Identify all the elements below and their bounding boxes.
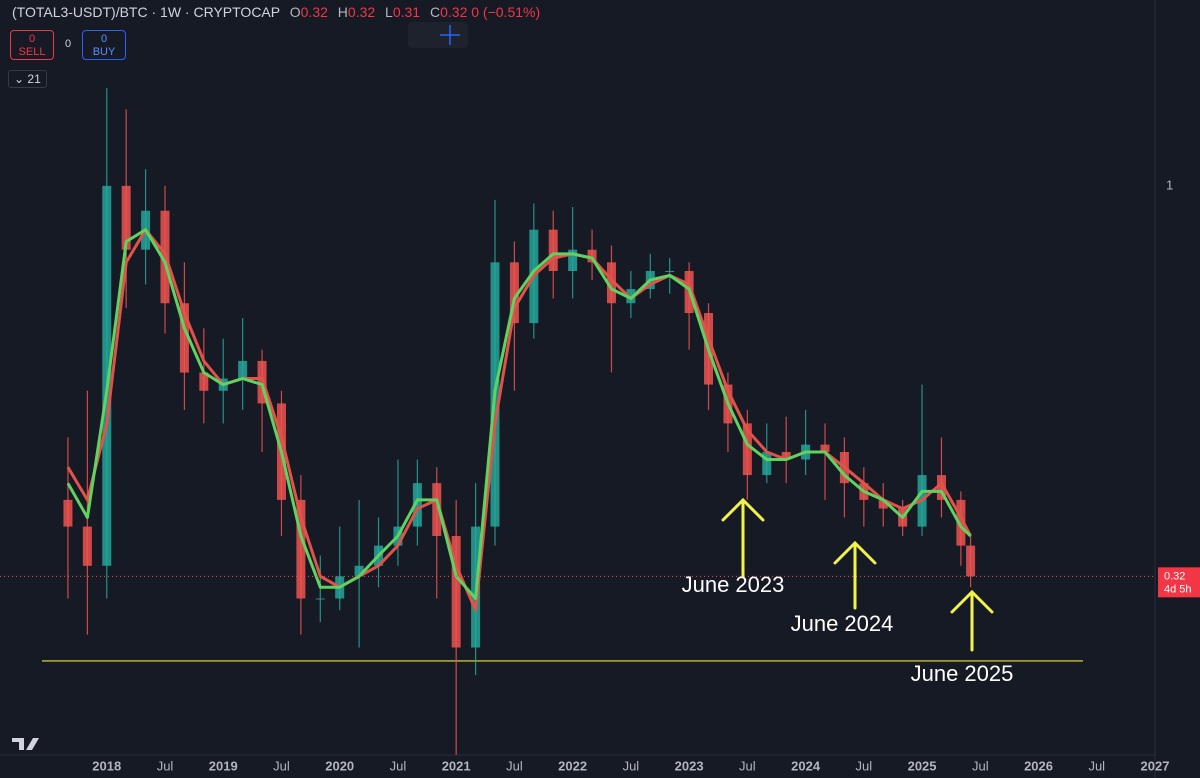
x-tick-label: Jul [972, 758, 989, 773]
annotation-arrow [833, 540, 877, 610]
candle-body [121, 185, 131, 250]
x-tick-label: Jul [623, 758, 640, 773]
change: 0 (−0.51%) [471, 4, 541, 20]
y-tick-label: 1 [1166, 177, 1173, 192]
candle-body [878, 499, 888, 509]
annotation-arrow [950, 589, 994, 652]
indicator-toggle[interactable]: ⌄ 21 [8, 70, 47, 88]
x-tick-label: 2020 [325, 758, 354, 773]
candle-body [412, 483, 422, 527]
candle-body [509, 262, 519, 324]
x-tick-label: 2018 [92, 758, 121, 773]
x-tick-label: Jul [157, 758, 174, 773]
indicator-label: 21 [27, 72, 41, 86]
x-tick-label: Jul [390, 758, 407, 773]
annotation-text: June 2024 [791, 611, 894, 636]
open-value: 0.32 [300, 4, 328, 20]
open-label: O [289, 4, 301, 20]
candle-body [296, 499, 306, 599]
buy-count: 0 [100, 33, 108, 45]
candle-body [548, 229, 558, 272]
spread: 0 [65, 38, 72, 50]
candle-body [626, 289, 636, 304]
x-tick-label: 2023 [675, 758, 704, 773]
x-tick-label: Jul [1088, 758, 1105, 773]
x-tick-label: 2024 [791, 758, 821, 773]
low-label: L [385, 4, 393, 20]
high-value: 0.32 [347, 4, 376, 20]
candle-body [102, 185, 112, 566]
candle-body [179, 303, 189, 373]
x-tick-label: Jul [739, 758, 756, 773]
candle-body [238, 360, 248, 379]
close-label: C [429, 4, 441, 20]
candle-body [199, 372, 209, 391]
candle-body [587, 249, 597, 263]
annotation-arrow [721, 497, 765, 578]
tradingview-logo [12, 738, 39, 750]
x-tick-label: 2027 [1141, 758, 1170, 773]
x-tick-label: Jul [273, 758, 290, 773]
countdown-label: 4d 5h [1164, 583, 1192, 595]
last-price-label: 0.32 [1164, 570, 1185, 582]
x-tick-label: Jul [506, 758, 523, 773]
candle-body [354, 565, 364, 577]
toolbar-handle[interactable] [408, 22, 468, 48]
low-value: 0.31 [392, 4, 421, 20]
sell-count: 0 [28, 33, 36, 45]
candle-body [82, 526, 92, 566]
candle-body [936, 475, 946, 500]
crosshair-icon [440, 25, 460, 45]
sell-label: SELL [18, 46, 46, 58]
candle-body [451, 535, 461, 648]
x-tick-label: Jul [856, 758, 873, 773]
last-price-box [1158, 567, 1200, 598]
ma-fast-line [66, 228, 972, 600]
candle-body [665, 271, 675, 273]
candle-body [606, 262, 616, 304]
buy-button[interactable]: 0 BUY [82, 30, 126, 60]
candle-body [63, 499, 73, 527]
x-tick-label: 2022 [558, 758, 587, 773]
candle-body [742, 423, 752, 476]
candle-body [820, 444, 830, 452]
symbol: (TOTAL3-USDT)/BTC · 1W · CRYPTOCAP [12, 4, 280, 20]
x-tick-label: 2019 [209, 758, 238, 773]
close-value: 0.32 [440, 4, 468, 20]
annotation-text: June 2025 [911, 661, 1014, 686]
candle-body [568, 249, 578, 272]
candle-body [315, 598, 325, 600]
candle-body [762, 451, 772, 476]
buy-label: BUY [92, 46, 116, 58]
candle-body [956, 499, 966, 546]
annotation-text: June 2023 [682, 572, 785, 597]
candle-body [966, 545, 976, 577]
sell-button[interactable]: 0 SELL [10, 30, 54, 60]
high-label: H [337, 4, 348, 20]
symbol-header: (TOTAL3-USDT)/BTC · 1W · CRYPTOCAP O0.32… [12, 4, 540, 20]
candle-body [432, 483, 442, 536]
x-tick-label: 2021 [442, 758, 471, 773]
x-tick-label: 2026 [1024, 758, 1053, 773]
x-tick-label: 2025 [908, 758, 937, 773]
candle-body [781, 451, 791, 460]
